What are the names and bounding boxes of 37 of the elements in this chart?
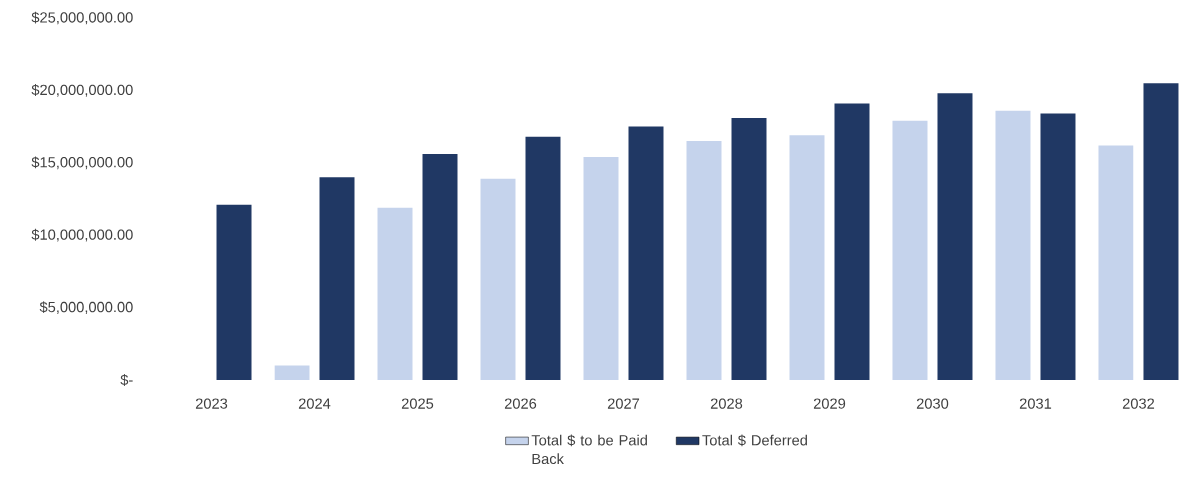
bar [628, 126, 664, 380]
bar [422, 154, 458, 380]
x-tick-label: 2026 [504, 398, 537, 409]
bar [1040, 113, 1076, 380]
x-tick-label: 2024 [298, 398, 331, 409]
x-tick-label: 2027 [607, 398, 640, 409]
bar [892, 120, 928, 380]
bar [937, 93, 973, 380]
y-tick-label: $25,000,000.00 [31, 11, 133, 25]
x-tick-label: 2025 [401, 398, 434, 409]
bar [1143, 83, 1179, 380]
x-tick-label: 2031 [1019, 398, 1052, 409]
bar [319, 177, 355, 380]
bar [1098, 145, 1134, 380]
y-tick-label: $5,000,000.00 [39, 301, 133, 314]
bar [834, 103, 870, 380]
bar [789, 135, 825, 380]
bar [377, 207, 413, 380]
bar [731, 117, 767, 380]
x-tick-label: 2029 [813, 398, 846, 409]
bar [686, 141, 722, 380]
legend-label: Total $ Deferred [702, 434, 807, 447]
x-tick-label: 2023 [195, 398, 228, 409]
bar [216, 204, 252, 380]
x-tick-label: 2030 [916, 398, 949, 409]
bar [480, 178, 516, 380]
y-tick-label: $- [120, 374, 133, 386]
x-tick-label: 2028 [710, 398, 743, 409]
legend-label: Total $ to be Paid Back [531, 434, 647, 465]
y-tick-label: $15,000,000.00 [31, 156, 133, 170]
bar [583, 157, 619, 380]
x-tick-label: 2032 [1122, 398, 1155, 409]
bar [274, 365, 310, 380]
y-tick-label: $10,000,000.00 [31, 228, 133, 242]
bar [995, 110, 1031, 380]
bar [525, 136, 561, 380]
y-tick-label: $20,000,000.00 [31, 84, 133, 97]
